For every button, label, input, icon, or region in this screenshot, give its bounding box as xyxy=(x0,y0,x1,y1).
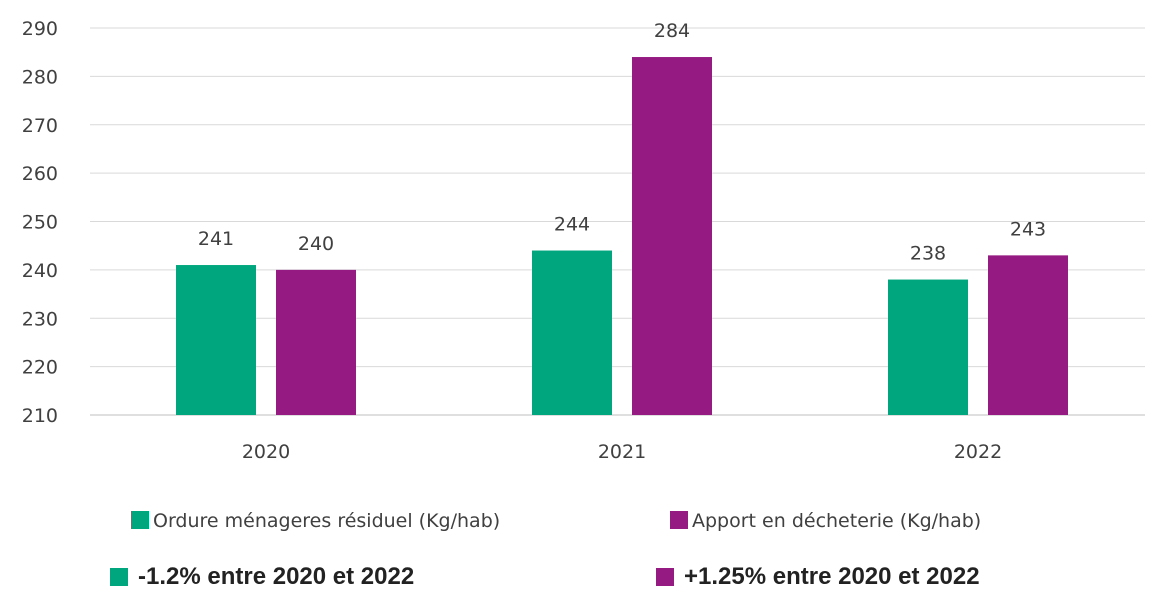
y-tick-label: 260 xyxy=(22,163,58,185)
legend: Ordure ménageres résiduel (Kg/hab) Apport… xyxy=(131,510,981,532)
y-tick-label: 290 xyxy=(22,18,58,40)
x-axis-ticks: 2020 2021 2022 xyxy=(242,441,1002,463)
y-tick-label: 270 xyxy=(22,115,58,137)
gridlines xyxy=(90,27,1145,416)
data-label: 243 xyxy=(1010,218,1046,240)
x-tick-label: 2022 xyxy=(954,441,1002,463)
note-text-2: +1.25% entre 2020 et 2022 xyxy=(684,563,980,590)
data-label: 284 xyxy=(654,20,690,42)
bar-2020-series-2 xyxy=(276,269,356,415)
bar-2022-series-2 xyxy=(988,255,1068,415)
bar-2020-series-1 xyxy=(176,265,256,415)
y-tick-label: 210 xyxy=(22,405,58,427)
data-labels: 241 240 244 284 238 243 xyxy=(198,20,1046,265)
data-label: 241 xyxy=(198,228,234,250)
x-tick-label: 2020 xyxy=(242,441,290,463)
data-label: 240 xyxy=(298,233,334,255)
bar-2022-series-1 xyxy=(888,279,968,415)
note-text-1: -1.2% entre 2020 et 2022 xyxy=(138,563,415,590)
bar-2021-series-2 xyxy=(632,57,712,416)
x-tick-label: 2021 xyxy=(598,441,646,463)
y-tick-label: 240 xyxy=(22,260,58,282)
y-tick-label: 220 xyxy=(22,357,58,379)
y-tick-label: 230 xyxy=(22,308,58,330)
y-axis-ticks: 210 220 230 240 250 260 270 280 290 xyxy=(22,18,58,427)
note-swatch-1 xyxy=(110,568,128,586)
legend-label-2: Apport en décheterie (Kg/hab) xyxy=(692,510,981,532)
bars xyxy=(176,57,1068,416)
note-series-2: +1.25% entre 2020 et 2022 xyxy=(656,563,980,591)
y-tick-label: 280 xyxy=(22,66,58,88)
bar-2021-series-1 xyxy=(532,250,612,415)
legend-label-1: Ordure ménageres résiduel (Kg/hab) xyxy=(153,510,500,532)
data-label: 244 xyxy=(554,214,590,236)
data-label: 238 xyxy=(910,243,946,265)
legend-swatch-2 xyxy=(670,511,688,529)
legend-swatch-1 xyxy=(131,511,149,529)
note-swatch-2 xyxy=(656,568,674,586)
note-series-1: -1.2% entre 2020 et 2022 xyxy=(110,563,414,591)
y-tick-label: 250 xyxy=(22,212,58,234)
bar-chart: 210 220 230 240 250 260 270 280 290 241 240 244 284… xyxy=(22,18,1145,532)
